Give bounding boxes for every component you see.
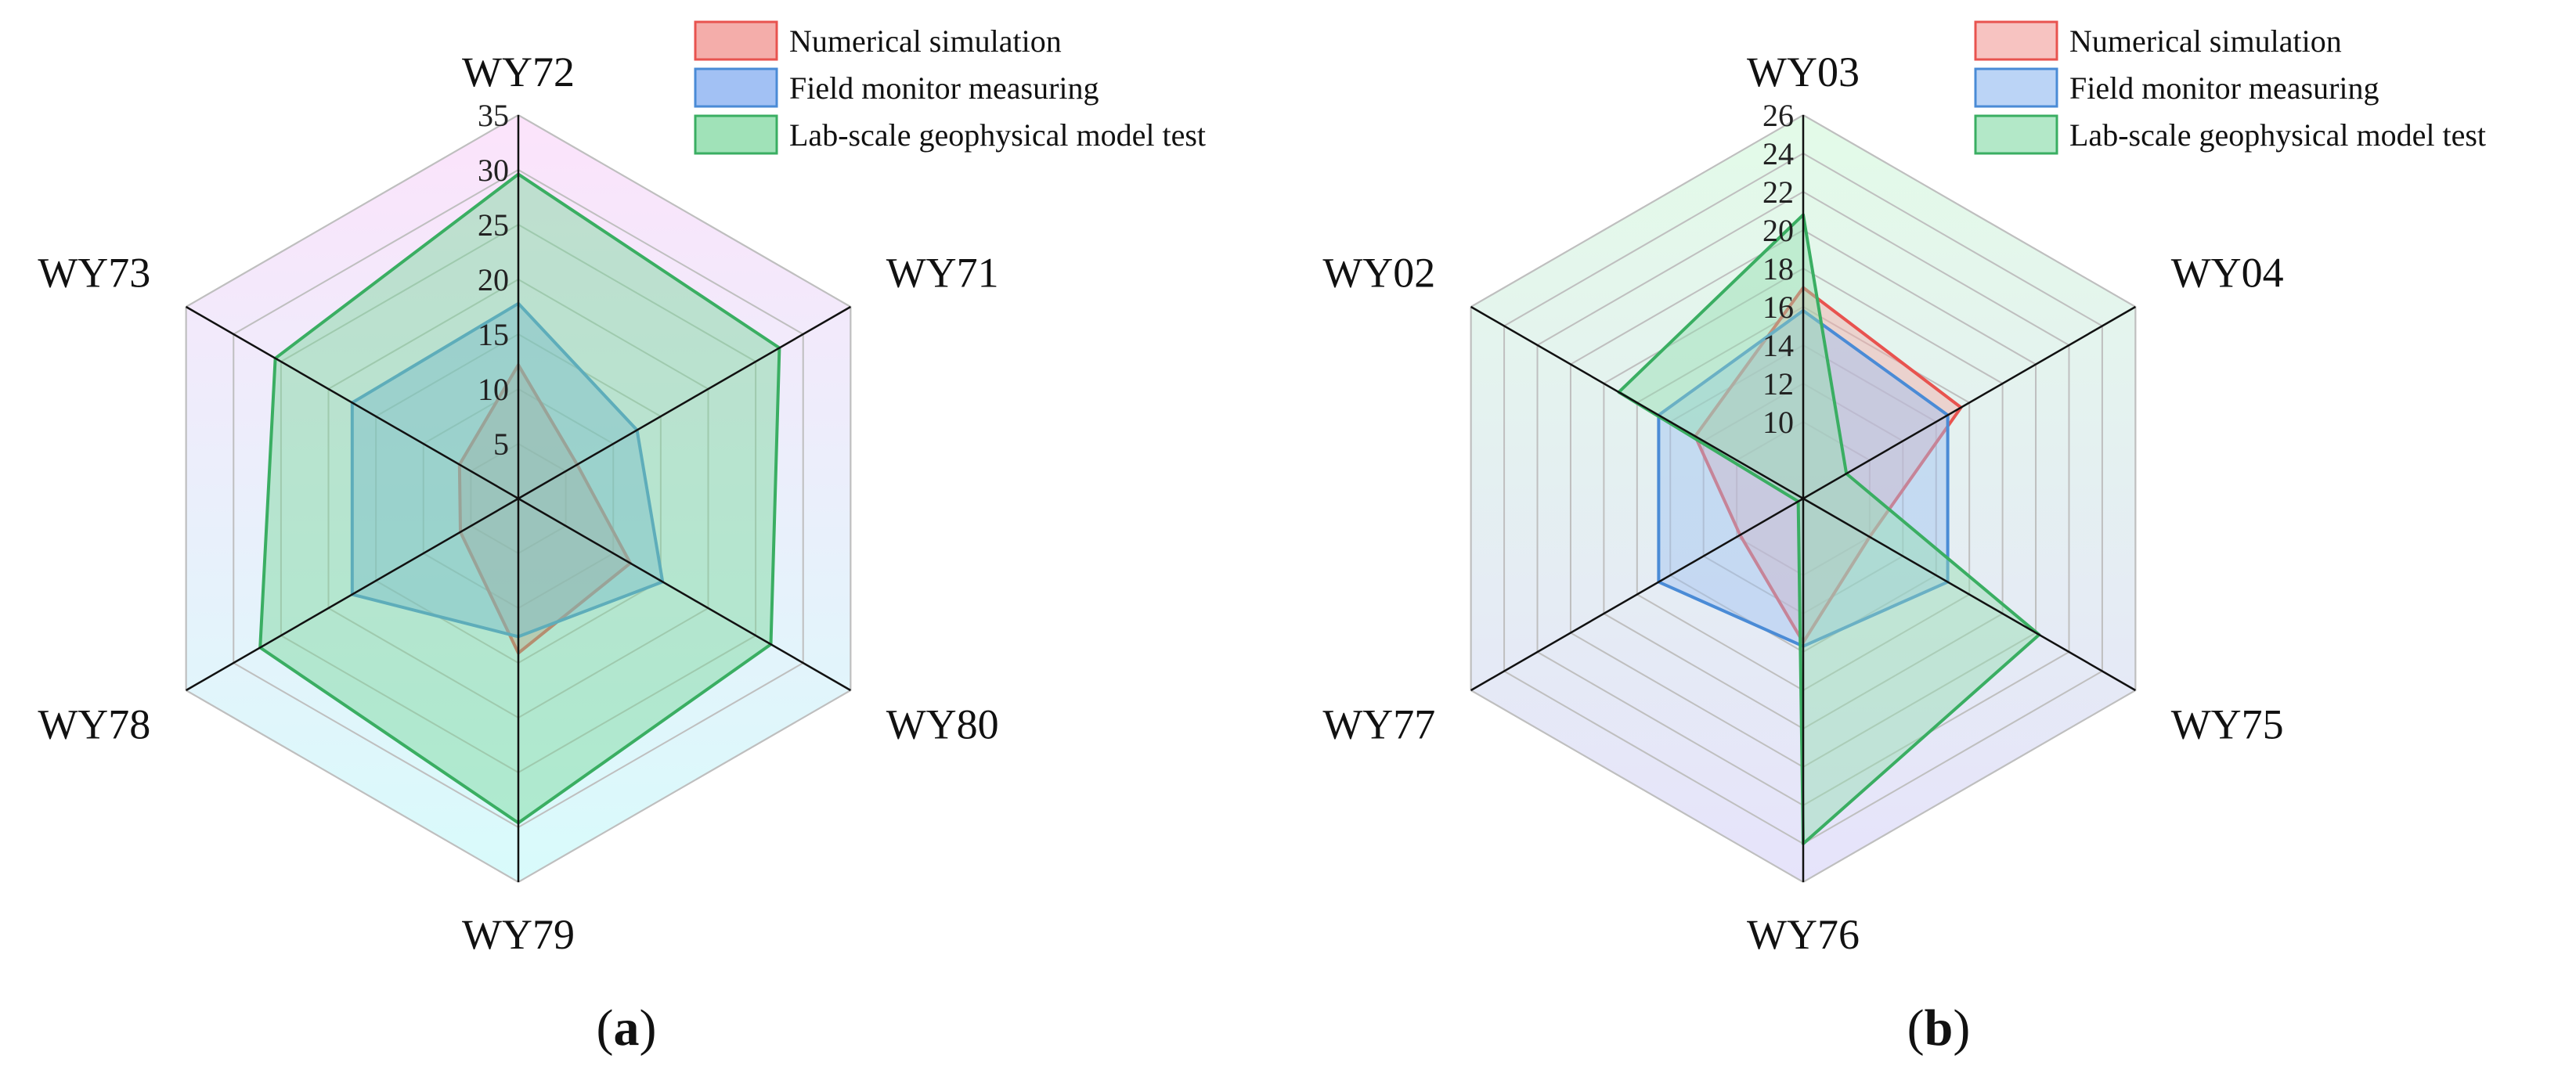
radar-a-legend-swatch-3 [694,114,778,155]
radar-a-tick-label: 20 [478,262,509,297]
radar-a-axis-label: WY72 [462,49,575,95]
radar-b-spoke [1470,497,1804,692]
radar-a-legend: Numerical simulation Field monitor measur… [694,20,1206,155]
radar-b-tick-label: 10 [1762,405,1794,440]
radar-b-legend-label-2: Field monitor measuring [2069,70,2379,106]
radar-b-legend-swatch-3 [1974,114,2058,155]
radar-a-tick-label: 30 [478,153,509,188]
panel-label-a: (a) [597,999,657,1057]
radar-b-legend-label-1: Numerical simulation [2069,23,2342,59]
radar-a-tick-label: 5 [493,427,509,462]
radar-b-spoke [1802,497,2136,692]
radar-b-legend: Numerical simulation Field monitor measur… [1974,20,2486,155]
radar-a-axis-label: WY80 [886,701,999,748]
radar-b-spokes [1470,115,2136,882]
radar-b-axis-label: WY03 [1747,49,1860,95]
radar-b-legend-swatch-2 [1974,67,2058,108]
radar-a-spoke [518,497,851,692]
radar-a-spoke [186,305,519,500]
radar-a-tick-label: 35 [478,98,509,133]
radar-b-tick-label: 24 [1762,136,1794,171]
radar-b-tick-label: 12 [1762,366,1794,402]
radar-a-spokes [186,115,851,882]
radar-a-legend-swatch-2 [694,67,778,108]
radar-a-legend-label-2: Field monitor measuring [789,70,1099,106]
radar-a-legend-label-1: Numerical simulation [789,23,1062,59]
radar-a-axis-label: WY73 [38,250,150,297]
radar-a-tick-label: 10 [478,372,509,407]
radar-a-tick-label: 15 [478,317,509,352]
radar-a-axis-labels: WY72 WY71 WY80 WY79 WY78 WY73 [38,49,998,958]
radar-a-spoke [186,497,519,692]
radar-a-legend-swatch-1 [694,20,778,61]
radar-b-legend-swatch-1 [1974,20,2058,61]
radar-a-spoke [518,305,851,500]
radar-a-legend-label-3: Lab-scale geophysical model test [789,117,1206,153]
radar-b-tick-label: 14 [1762,328,1794,363]
radar-b-tick-label: 18 [1762,251,1794,286]
radar-b-axis-label: WY02 [1322,250,1435,297]
radar-b-axis-labels: WY03 WY04 WY75 WY76 WY77 WY02 [1322,49,2283,958]
radar-a-axis-label: WY78 [38,701,150,748]
radar-b-spoke [1802,305,2136,500]
radar-a-axis-label: WY71 [886,250,999,297]
radar-b-tick-label: 26 [1762,98,1794,133]
radar-panel-a: 5 10 15 20 25 30 35 WY72 WY71 WY80 WY79 WY78 WY73 N… [38,20,1206,1057]
radar-a-tick-labels: 5 10 15 20 25 30 35 [478,98,509,462]
radar-a-tick-label: 25 [478,207,509,243]
radar-b-axis-label: WY77 [1322,701,1435,748]
radar-b-spoke [1470,305,1804,500]
radar-a-axis-label: WY79 [462,911,575,958]
panel-label-b: (b) [1907,999,1971,1057]
radar-b-tick-label: 22 [1762,175,1794,210]
radar-b-axis-label: WY04 [2171,250,2284,297]
radar-b-tick-label: 16 [1762,290,1794,325]
radar-b-axis-label: WY75 [2171,701,2284,748]
radar-b-legend-label-3: Lab-scale geophysical model test [2069,117,2486,153]
radar-b-tick-label: 20 [1762,213,1794,248]
radar-b-axis-label: WY76 [1747,911,1860,958]
